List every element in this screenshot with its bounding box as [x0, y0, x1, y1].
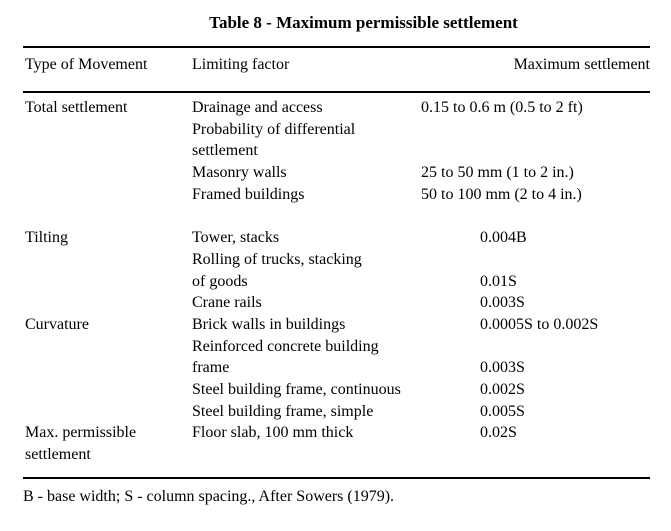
- table-row: Probability of differential: [0, 119, 671, 141]
- max-settlement-cell: 0.004B: [480, 229, 527, 247]
- limiting-factor-cell: Crane rails: [192, 294, 262, 312]
- table-row-spacer: [0, 205, 671, 227]
- table-row: settlement: [0, 444, 671, 466]
- table-row: Reinforced concrete building: [0, 336, 671, 358]
- limiting-factor-cell: Masonry walls: [192, 164, 287, 182]
- movement-cell: Total settlement: [25, 99, 128, 116]
- table-row: Tilting Tower, stacks 0.004B: [0, 227, 671, 249]
- table-title: Table 8 - Maximum permissible settlement: [209, 13, 518, 32]
- limiting-factor-cell: Steel building frame, continuous: [192, 380, 401, 398]
- limiting-factor-cell: Tower, stacks: [192, 229, 280, 247]
- table-row: settlement: [0, 140, 671, 162]
- bottom-rule: [23, 477, 650, 479]
- max-settlement-cell: 0.01S: [480, 272, 517, 290]
- column-header-type-of-movement: Type of Movement: [25, 56, 148, 73]
- limiting-factor-cell: settlement: [192, 142, 258, 160]
- movement-cell: Tilting: [25, 229, 68, 247]
- table-row: Framed buildings 50 to 100 mm (2 to 4 in…: [0, 184, 671, 206]
- limiting-factor-cell: Drainage and access: [192, 99, 323, 116]
- max-settlement-cell: 0.0005S to 0.002S: [480, 315, 599, 333]
- column-header-limiting-factor: Limiting factor: [192, 56, 290, 73]
- max-settlement-cell: 0.003S: [480, 359, 525, 377]
- header-rule: [23, 91, 650, 93]
- movement-cell: Max. permissible: [25, 424, 137, 442]
- limiting-factor-cell: of goods: [192, 272, 248, 290]
- table-row: Steel building frame, simple 0.005S: [0, 401, 671, 423]
- limiting-factor-cell: Floor slab, 100 mm thick: [192, 424, 354, 442]
- table-footnote: B - base width; S - column spacing., Aft…: [23, 488, 395, 505]
- table-body: Total settlement Drainage and access 0.1…: [0, 97, 671, 466]
- top-rule: [23, 46, 650, 48]
- max-settlement-cell: 50 to 100 mm (2 to 4 in.): [421, 185, 582, 203]
- limiting-factor-cell: Probability of differential: [192, 120, 356, 138]
- table-row: Rolling of trucks, stacking: [0, 249, 671, 271]
- max-settlement-cell: 0.005S: [480, 402, 525, 420]
- movement-cell: Curvature: [25, 315, 89, 333]
- max-settlement-cell: 0.002S: [480, 380, 525, 398]
- table-row: frame 0.003S: [0, 357, 671, 379]
- max-settlement-cell: 0.02S: [480, 424, 517, 442]
- limiting-factor-cell: frame: [192, 359, 230, 377]
- movement-cell: settlement: [25, 446, 91, 463]
- max-settlement-cell: 0.003S: [480, 294, 525, 312]
- table-row: Steel building frame, continuous 0.002S: [0, 379, 671, 401]
- table-row: Crane rails 0.003S: [0, 292, 671, 314]
- limiting-factor-cell: Framed buildings: [192, 185, 305, 203]
- table-row: Masonry walls 25 to 50 mm (1 to 2 in.): [0, 162, 671, 184]
- limiting-factor-cell: Steel building frame, simple: [192, 402, 374, 420]
- table-row: Curvature Brick walls in buildings 0.000…: [0, 314, 671, 336]
- max-settlement-cell: 25 to 50 mm (1 to 2 in.): [421, 164, 574, 182]
- limiting-factor-cell: Reinforced concrete building: [192, 337, 379, 355]
- limiting-factor-cell: Rolling of trucks, stacking: [192, 250, 362, 268]
- table-row: of goods 0.01S: [0, 271, 671, 293]
- column-header-maximum-settlement: Maximum settlement: [513, 56, 650, 73]
- max-settlement-cell: 0.15 to 0.6 m (0.5 to 2 ft): [421, 99, 583, 116]
- table-row: Max. permissible Floor slab, 100 mm thic…: [0, 422, 671, 444]
- limiting-factor-cell: Brick walls in buildings: [192, 315, 346, 333]
- table-row: Total settlement Drainage and access 0.1…: [0, 97, 671, 119]
